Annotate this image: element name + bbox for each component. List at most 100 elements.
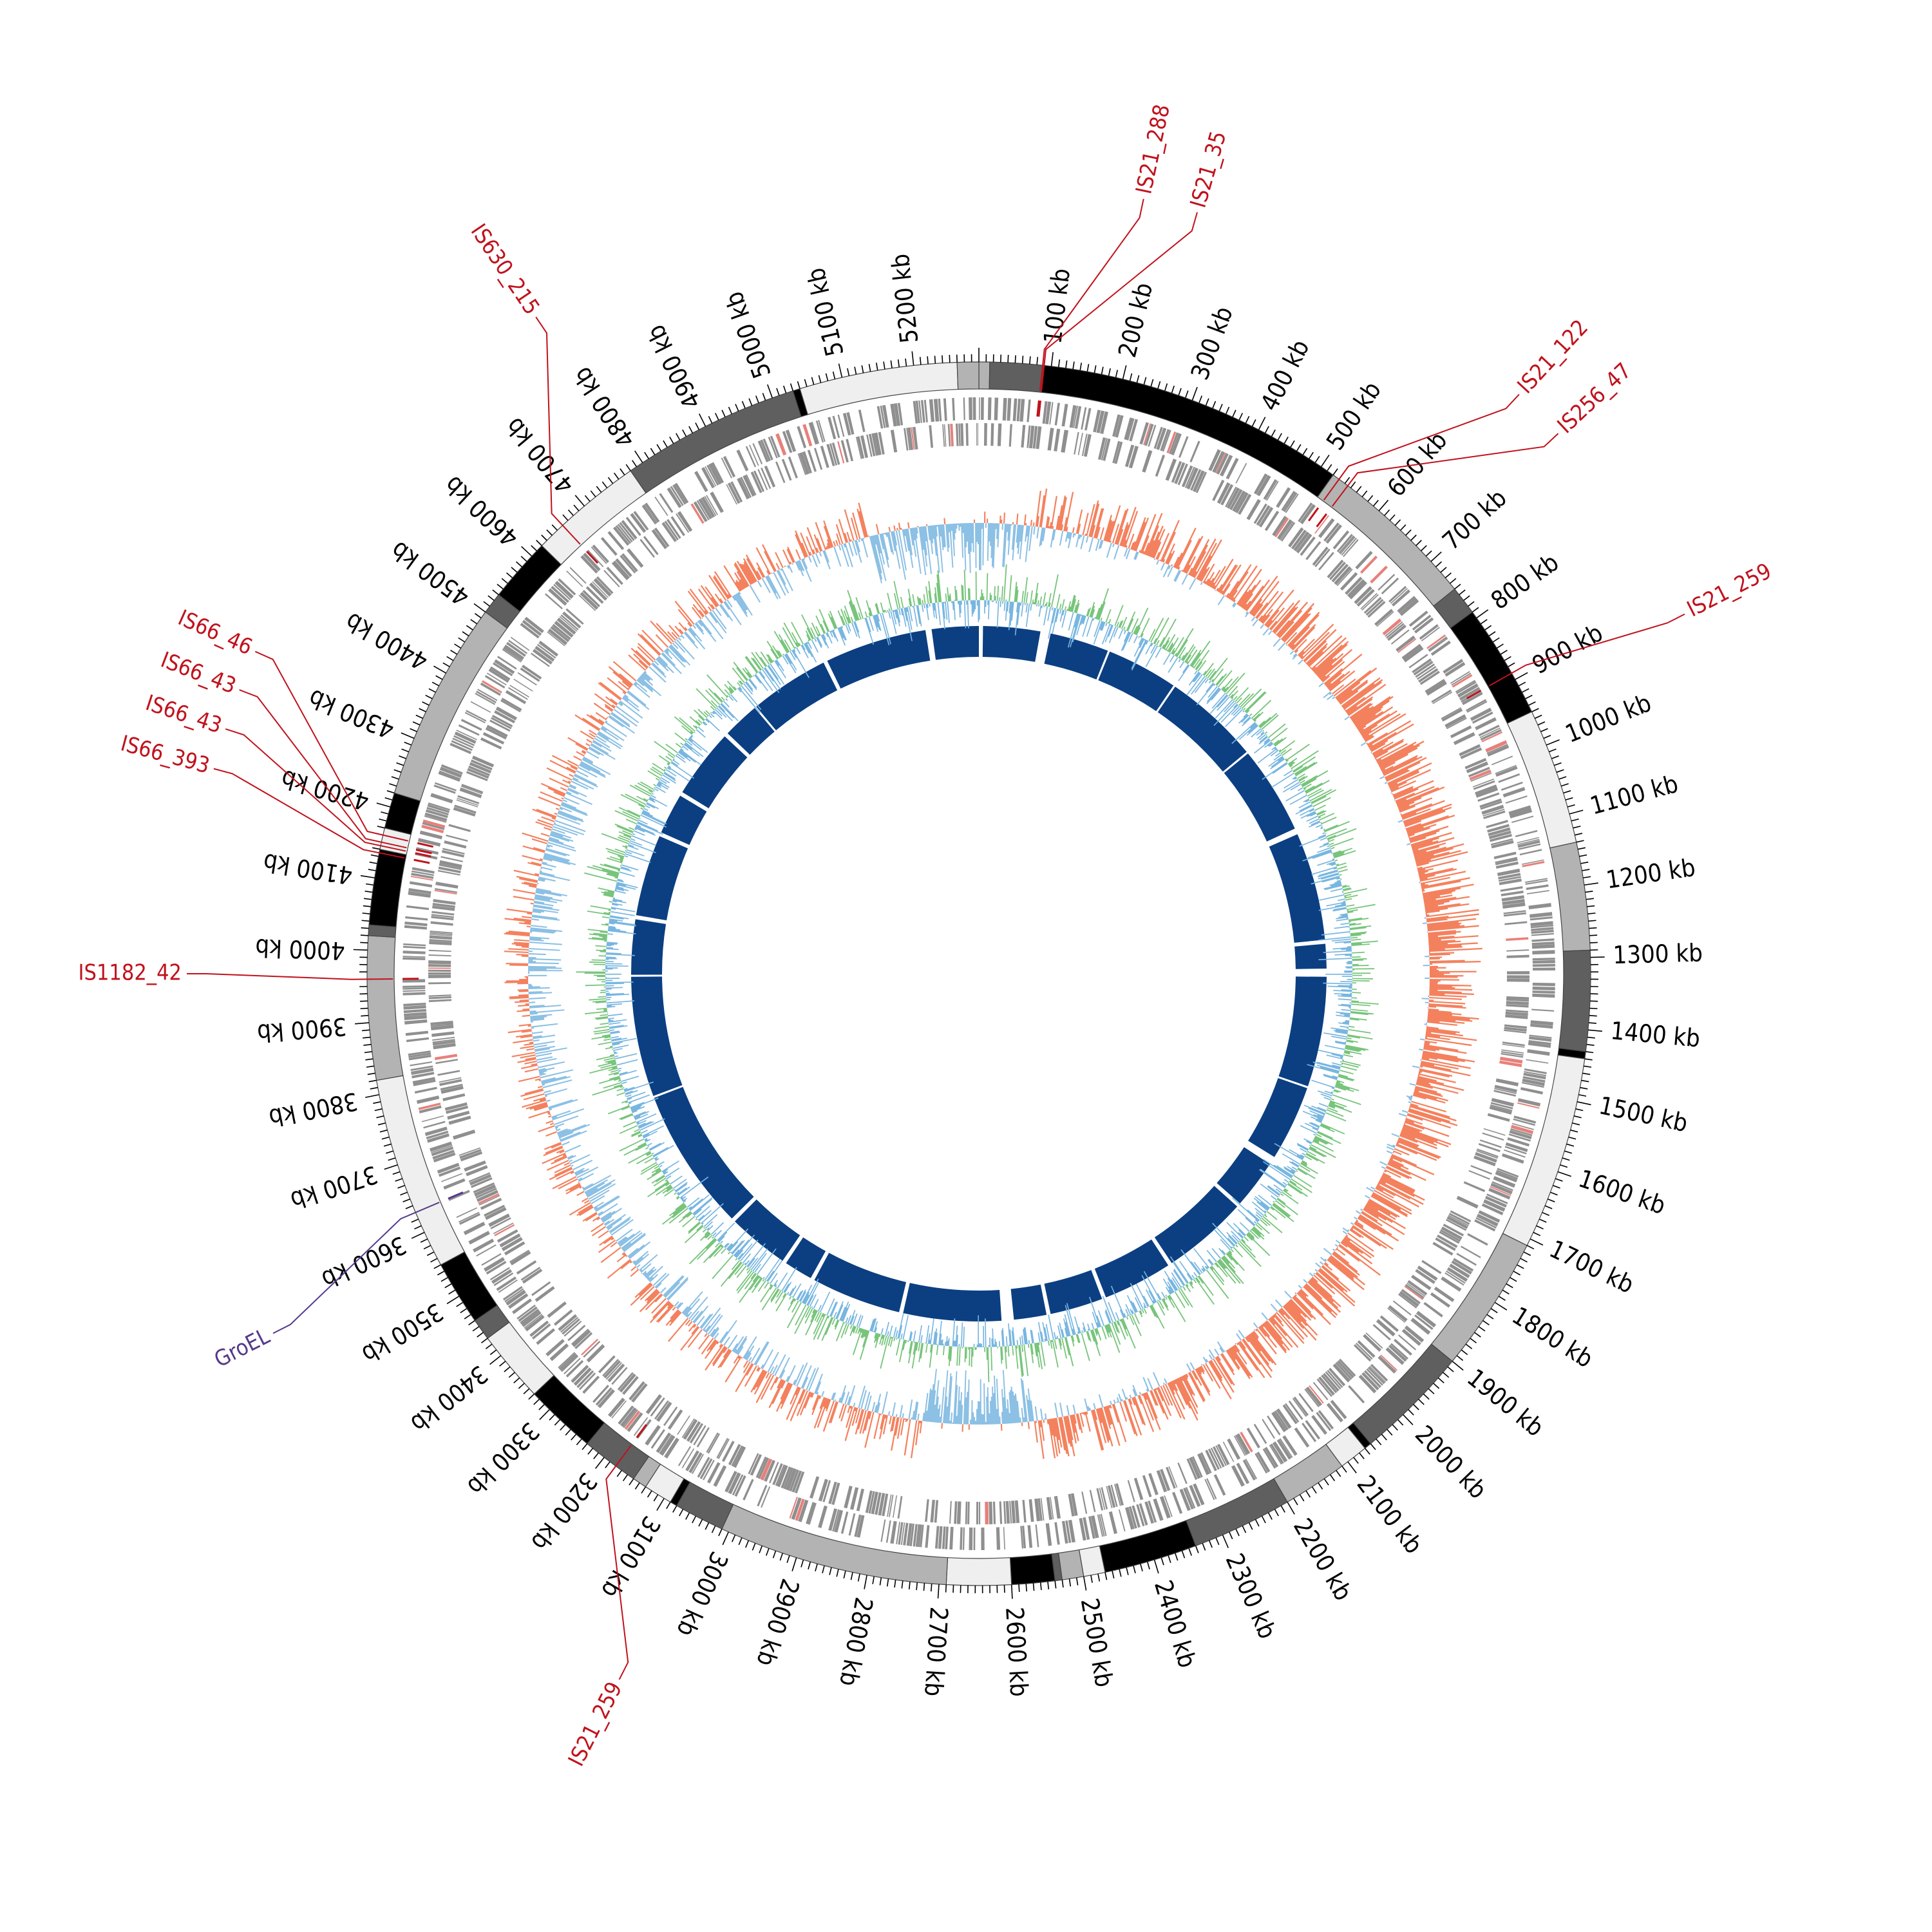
annotation-marker <box>1037 400 1041 417</box>
annotation-marker <box>1316 513 1327 527</box>
tick-label: 700 kb <box>1437 484 1512 556</box>
tick-label: 3800 kb <box>267 1087 360 1133</box>
annotation-label: IS21_259 <box>564 1678 628 1770</box>
annotation-label: IS66_393 <box>118 730 213 779</box>
annotation-leader-line <box>272 1202 440 1334</box>
tick-label: 1100 kb <box>1587 770 1681 820</box>
contig-segment <box>945 1557 1012 1586</box>
tick-label: 3300 kb <box>462 1417 545 1501</box>
annotation-leader-line <box>187 973 393 980</box>
annotation-leader-line <box>1041 212 1198 392</box>
annotation-leader-line <box>1489 613 1685 687</box>
synteny-block <box>1094 1239 1169 1298</box>
tick-label: 1500 kb <box>1596 1091 1690 1137</box>
annotation-label: IS66_43 <box>157 647 240 699</box>
annotation-marker <box>417 842 433 848</box>
tick-label: 4700 kb <box>500 412 579 499</box>
annotation-leader-line <box>225 728 406 852</box>
annotation-label: IS21_122 <box>1513 315 1593 399</box>
tick-label: 4800 kb <box>567 362 640 453</box>
tick-label: 2000 kb <box>1410 1420 1492 1504</box>
tick-label: 800 kb <box>1486 548 1564 615</box>
synteny-block <box>682 736 748 809</box>
contig-segment <box>1316 474 1455 607</box>
tick-label: 1300 kb <box>1613 938 1703 969</box>
tick-label: 400 kb <box>1255 335 1315 415</box>
tick-label: 4300 kb <box>305 683 399 744</box>
contig-segment <box>1549 841 1591 952</box>
annotation-marker <box>413 858 430 864</box>
tick-label: 1400 kb <box>1609 1016 1701 1053</box>
annotation-leader-line <box>1039 198 1144 392</box>
tick-label: 4000 kb <box>255 933 346 965</box>
tick-label: 1000 kb <box>1561 688 1655 748</box>
tick-label: 3400 kb <box>405 1360 493 1438</box>
gc-skew-negative <box>527 522 1430 1425</box>
tick-label: 2900 kb <box>751 1575 805 1669</box>
synteny-block <box>756 662 838 731</box>
synteny-block <box>1294 943 1327 969</box>
tick-label: 5000 kb <box>719 288 776 382</box>
annotation-marker <box>448 1191 464 1200</box>
tick-label: 2500 kb <box>1075 1596 1119 1689</box>
annotation-label: IS21_259 <box>1683 558 1776 623</box>
tick-label: 1200 kb <box>1604 853 1697 895</box>
synteny-block <box>1278 976 1327 1086</box>
annotation-label: IS21_288 <box>1131 102 1175 196</box>
tick-label: 4400 kb <box>341 607 433 676</box>
tick-label: 900 kb <box>1528 618 1607 679</box>
annotation-leader-line <box>1331 433 1559 507</box>
synteny-block <box>630 919 667 975</box>
tick-label: 500 kb <box>1321 376 1387 455</box>
tick-label: 4500 kb <box>386 536 475 612</box>
tick-label: 2300 kb <box>1220 1549 1282 1643</box>
annotation-marker <box>1036 400 1040 417</box>
scale-ticks <box>353 348 1605 1599</box>
contig-ring <box>366 361 1591 1586</box>
tick-label: 1900 kb <box>1462 1363 1549 1442</box>
synteny-block <box>982 626 1041 662</box>
tick-label: 3200 kb <box>526 1468 603 1556</box>
contig-segment <box>1558 949 1591 1052</box>
synteny-block <box>735 1199 800 1261</box>
contig-segment <box>1186 1478 1288 1547</box>
contig-segment <box>1430 1233 1528 1362</box>
rna-genes <box>410 423 1545 1524</box>
annotation-label: IS1182_42 <box>79 960 182 986</box>
tick-label: 2400 kb <box>1149 1577 1202 1671</box>
contig-segment <box>440 1251 498 1321</box>
tick-label: 4900 kb <box>641 320 707 413</box>
annotation-label: IS66_46 <box>174 605 256 660</box>
annotation-label: IS630_215 <box>466 220 545 319</box>
tick-label: 3700 kb <box>287 1160 381 1215</box>
contig-segment <box>533 1374 605 1444</box>
gc-content-above-mean <box>576 564 1379 1383</box>
annotation-marker <box>1307 507 1320 522</box>
tick-label: 300 kb <box>1186 303 1238 384</box>
tick-label: 1700 kb <box>1545 1235 1638 1299</box>
tick-label: 2600 kb <box>1000 1606 1033 1698</box>
tick-label: 3900 kb <box>256 1012 348 1047</box>
tick-label: 3100 kb <box>596 1511 666 1603</box>
contig-segment <box>1009 1553 1056 1586</box>
annotation-marker <box>585 551 599 564</box>
tick-label: 3000 kb <box>671 1548 734 1641</box>
synteny-block <box>931 626 979 660</box>
annotation-label: IS256_47 <box>1553 358 1636 439</box>
synteny-ring <box>630 626 1327 1322</box>
annotation-leader-line <box>605 1444 632 1680</box>
tick-label: 1800 kb <box>1507 1302 1598 1374</box>
gc-content-below-mean <box>605 600 1353 1348</box>
synteny-block <box>814 1253 907 1312</box>
synteny-block <box>727 708 775 755</box>
tick-label: 2700 kb <box>919 1606 953 1698</box>
tick-label: 2200 kb <box>1288 1513 1358 1605</box>
tick-label: 1600 kb <box>1575 1164 1669 1220</box>
tick-label: 100 kb <box>1038 267 1075 345</box>
annotation-leader-line <box>535 316 581 545</box>
annotation-marker <box>415 849 432 855</box>
synteny-block <box>1217 1147 1270 1204</box>
annotation-marker <box>636 1424 647 1439</box>
